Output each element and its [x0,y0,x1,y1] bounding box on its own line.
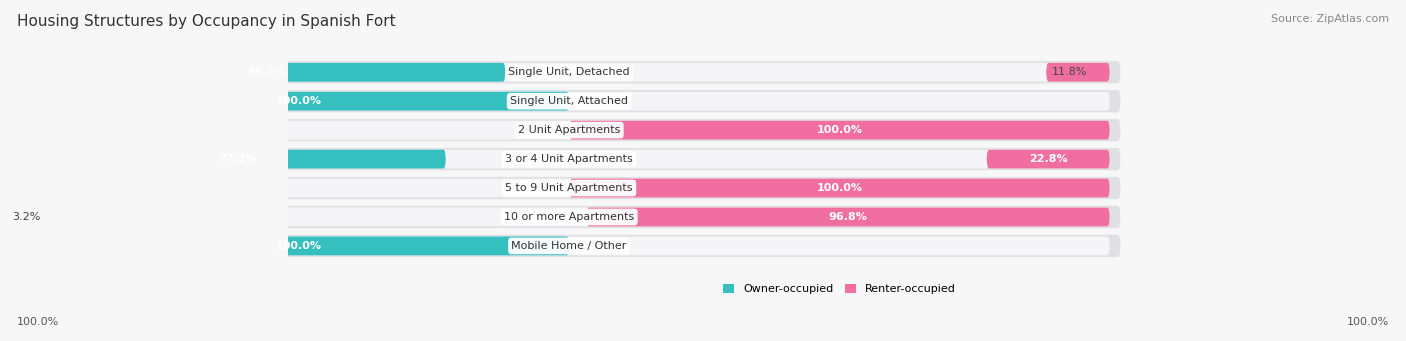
Text: 0.0%: 0.0% [581,96,609,106]
FancyBboxPatch shape [18,206,1121,228]
FancyBboxPatch shape [28,237,569,255]
FancyBboxPatch shape [28,237,1109,255]
Text: 0.0%: 0.0% [581,241,609,251]
FancyBboxPatch shape [18,90,1121,112]
Text: 100.0%: 100.0% [817,125,862,135]
FancyBboxPatch shape [28,63,505,81]
Text: Housing Structures by Occupancy in Spanish Fort: Housing Structures by Occupancy in Spani… [17,14,395,29]
FancyBboxPatch shape [28,92,569,110]
Text: 100.0%: 100.0% [276,96,322,106]
FancyBboxPatch shape [28,121,1109,139]
Text: 100.0%: 100.0% [17,317,59,327]
Text: 88.2%: 88.2% [247,67,287,77]
Text: 10 or more Apartments: 10 or more Apartments [503,212,634,222]
FancyBboxPatch shape [18,148,1121,170]
FancyBboxPatch shape [18,119,1121,141]
Text: 3.2%: 3.2% [13,212,41,222]
FancyBboxPatch shape [28,208,1109,226]
Text: 77.2%: 77.2% [218,154,256,164]
FancyBboxPatch shape [18,177,1121,199]
Text: 11.8%: 11.8% [1052,67,1087,77]
Text: 100.0%: 100.0% [1347,317,1389,327]
FancyBboxPatch shape [987,150,1109,168]
Text: 5 to 9 Unit Apartments: 5 to 9 Unit Apartments [505,183,633,193]
FancyBboxPatch shape [28,179,1109,197]
Text: Single Unit, Detached: Single Unit, Detached [509,67,630,77]
FancyBboxPatch shape [18,235,1121,257]
Text: 96.8%: 96.8% [828,212,868,222]
Text: Mobile Home / Other: Mobile Home / Other [512,241,627,251]
FancyBboxPatch shape [569,121,1109,139]
Text: 100.0%: 100.0% [817,183,862,193]
FancyBboxPatch shape [28,150,1109,168]
FancyBboxPatch shape [18,61,1121,84]
Text: 100.0%: 100.0% [276,241,322,251]
FancyBboxPatch shape [1046,63,1109,81]
Legend: Owner-occupied, Renter-occupied: Owner-occupied, Renter-occupied [718,279,960,299]
FancyBboxPatch shape [586,208,1109,226]
FancyBboxPatch shape [569,179,1109,197]
Text: Single Unit, Attached: Single Unit, Attached [510,96,628,106]
FancyBboxPatch shape [28,92,1109,110]
Text: 3 or 4 Unit Apartments: 3 or 4 Unit Apartments [505,154,633,164]
Text: 0.0%: 0.0% [530,183,558,193]
Text: 0.0%: 0.0% [530,125,558,135]
Text: 22.8%: 22.8% [1029,154,1067,164]
FancyBboxPatch shape [28,150,446,168]
FancyBboxPatch shape [28,208,46,226]
Text: Source: ZipAtlas.com: Source: ZipAtlas.com [1271,14,1389,24]
Text: 2 Unit Apartments: 2 Unit Apartments [517,125,620,135]
FancyBboxPatch shape [28,63,1109,81]
